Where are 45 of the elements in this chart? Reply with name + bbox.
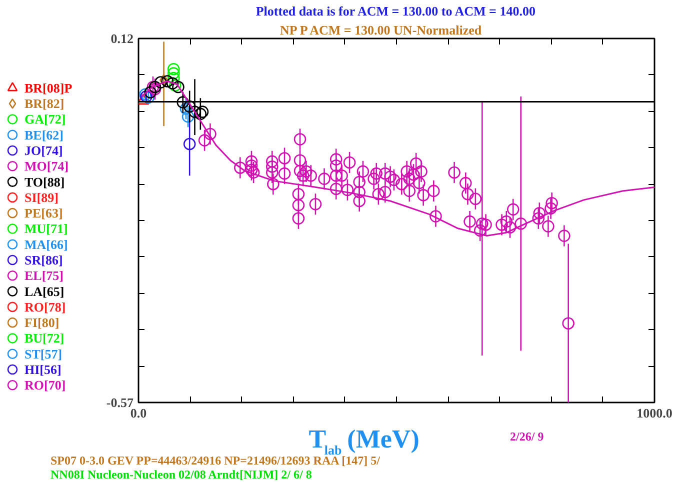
legend-label: MU[71]: [24, 221, 68, 236]
point: [161, 75, 174, 88]
y-tick-label: 0.12: [110, 31, 134, 46]
legend-label: EL[75]: [24, 268, 64, 284]
text: 2/26/ 9: [510, 430, 544, 444]
point: [144, 86, 157, 98]
point: [188, 106, 201, 118]
text: NN08I Nucleon-Nucleon 02/08 Arndt[NIJM] 2/ 6/ 8: [50, 468, 312, 482]
legend-label: ST[57]: [24, 346, 62, 362]
point: [167, 67, 180, 80]
text: SP07 0-3.0 GEV PP=44463/24916 NP=21496/12693 RAA [147] 5/: [50, 454, 381, 468]
point: [167, 72, 180, 84]
point: [168, 79, 182, 92]
point: [172, 80, 184, 94]
legend-label: BR[08]P: [24, 80, 72, 96]
legend-label: PE[63]: [24, 206, 63, 221]
legend-label: BE[62]: [24, 127, 64, 142]
legend-label: BR[82]: [24, 96, 64, 112]
point: [194, 108, 207, 120]
point: [183, 138, 196, 150]
legend-label: MA[66]: [24, 236, 68, 252]
legend-label: RO[70]: [24, 378, 66, 393]
legend-label: FI[80]: [24, 315, 60, 330]
point: [154, 76, 167, 88]
point: [167, 62, 180, 76]
legend-label: MO[74]: [24, 158, 69, 174]
point: [180, 102, 192, 115]
x-tick-label: 1000.0: [636, 406, 672, 420]
legend-label: GA[72]: [24, 112, 66, 127]
legend-label: JO[74]: [24, 143, 63, 158]
chart-title: Plotted data is for ACM = 130.00 to ACM = 140.00: [256, 4, 536, 18]
legend-label: BU[72]: [24, 330, 64, 346]
legend-label: TO[88]: [24, 174, 65, 190]
legend-label: SR[86]: [24, 252, 63, 268]
point: [159, 74, 168, 86]
point: [183, 100, 196, 113]
legend-label: LA[65]: [24, 284, 64, 299]
legend-label: SI[89]: [24, 190, 58, 205]
chart-subtitle: NP P ACM = 130.00 UN-Normalized: [280, 22, 482, 38]
point: [196, 106, 209, 118]
point: [182, 110, 194, 123]
point: [166, 77, 179, 90]
point: [176, 96, 190, 108]
legend-label: HI[56]: [24, 362, 62, 378]
legend-label: RO[78]: [24, 299, 66, 314]
